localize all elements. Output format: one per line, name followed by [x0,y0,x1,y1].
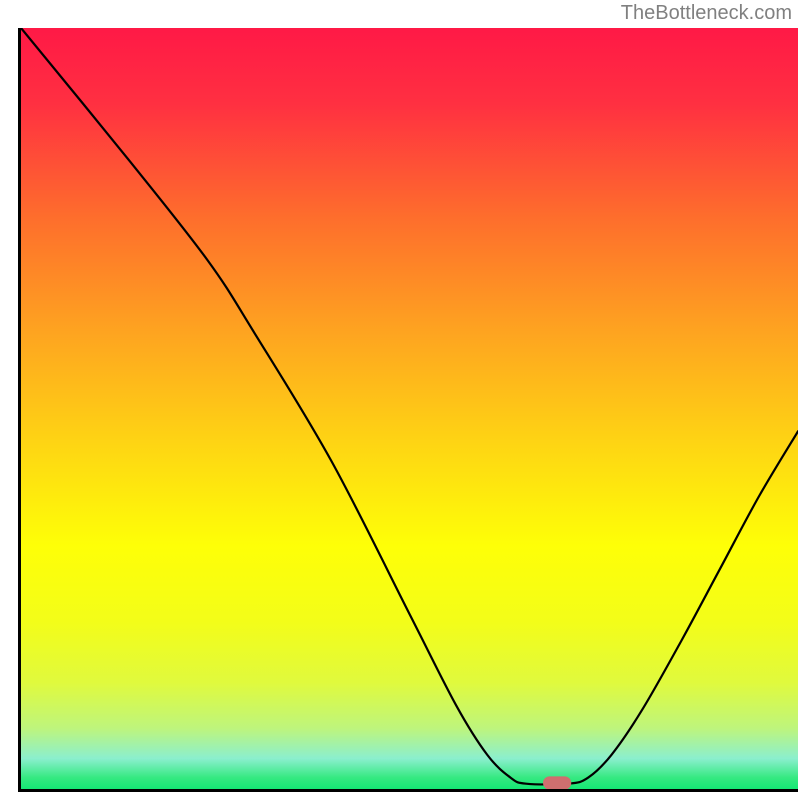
plot-frame [18,28,798,792]
plot-svg [21,28,798,789]
gradient-background [21,28,798,789]
optimum-marker [544,777,571,789]
watermark-text: TheBottleneck.com [621,2,792,25]
